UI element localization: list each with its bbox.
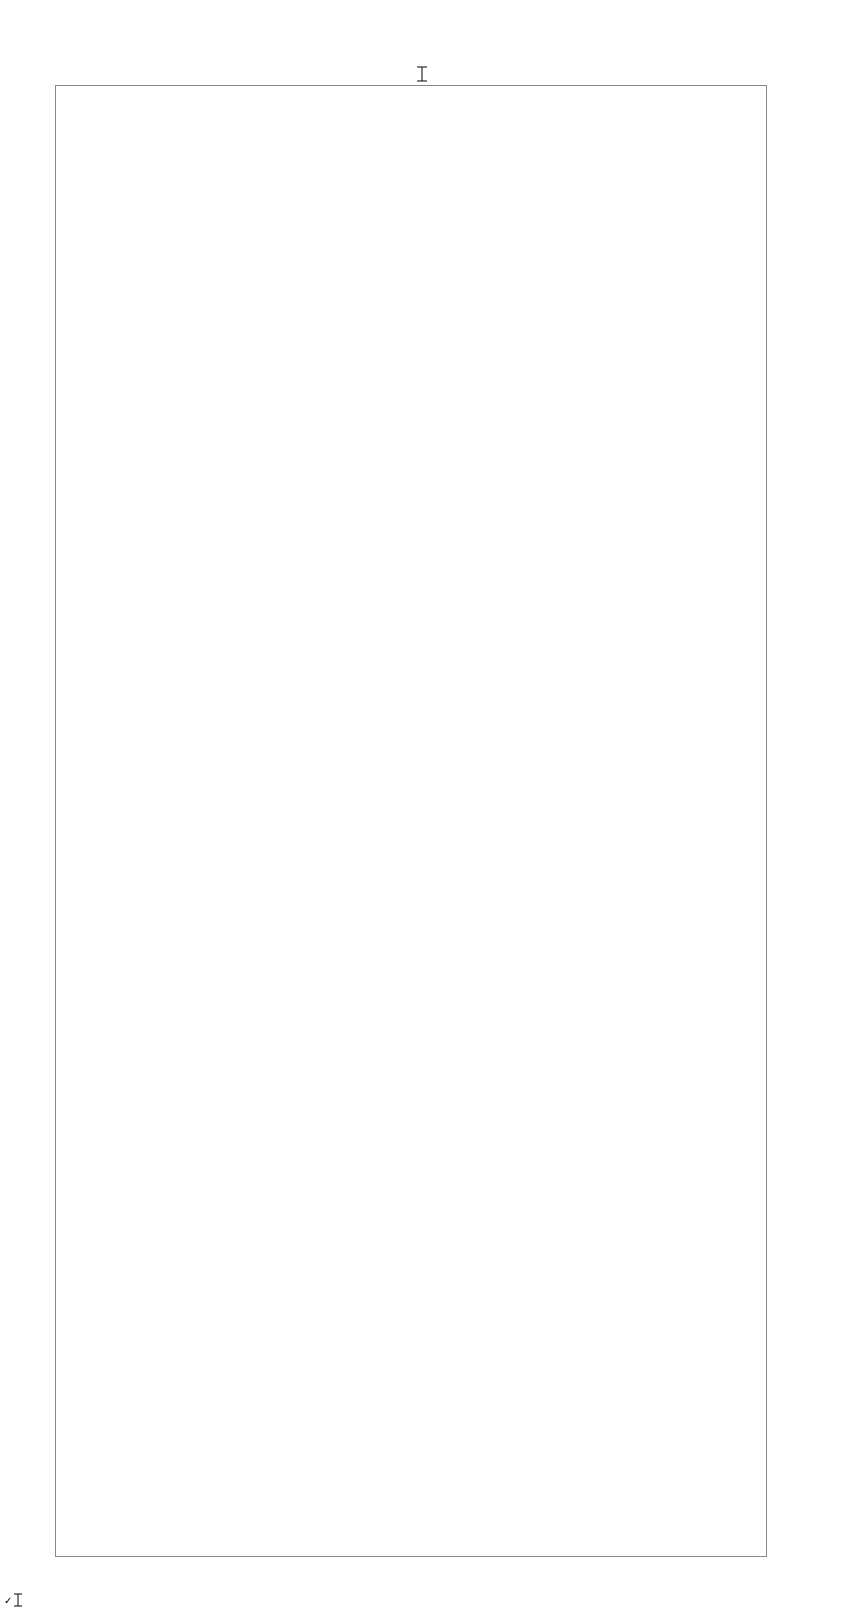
scale-bar-icon [415, 65, 429, 87]
seismogram-svg [56, 86, 766, 1556]
scale-bar-icon: ✓ [4, 1593, 28, 1607]
scale-indicator [415, 65, 435, 87]
seismogram-page: ✓ [0, 0, 850, 1613]
seismogram-plot [55, 85, 767, 1557]
svg-text:✓: ✓ [4, 1597, 12, 1607]
chart-header [0, 0, 850, 80]
footer-scale: ✓ [4, 1593, 28, 1607]
